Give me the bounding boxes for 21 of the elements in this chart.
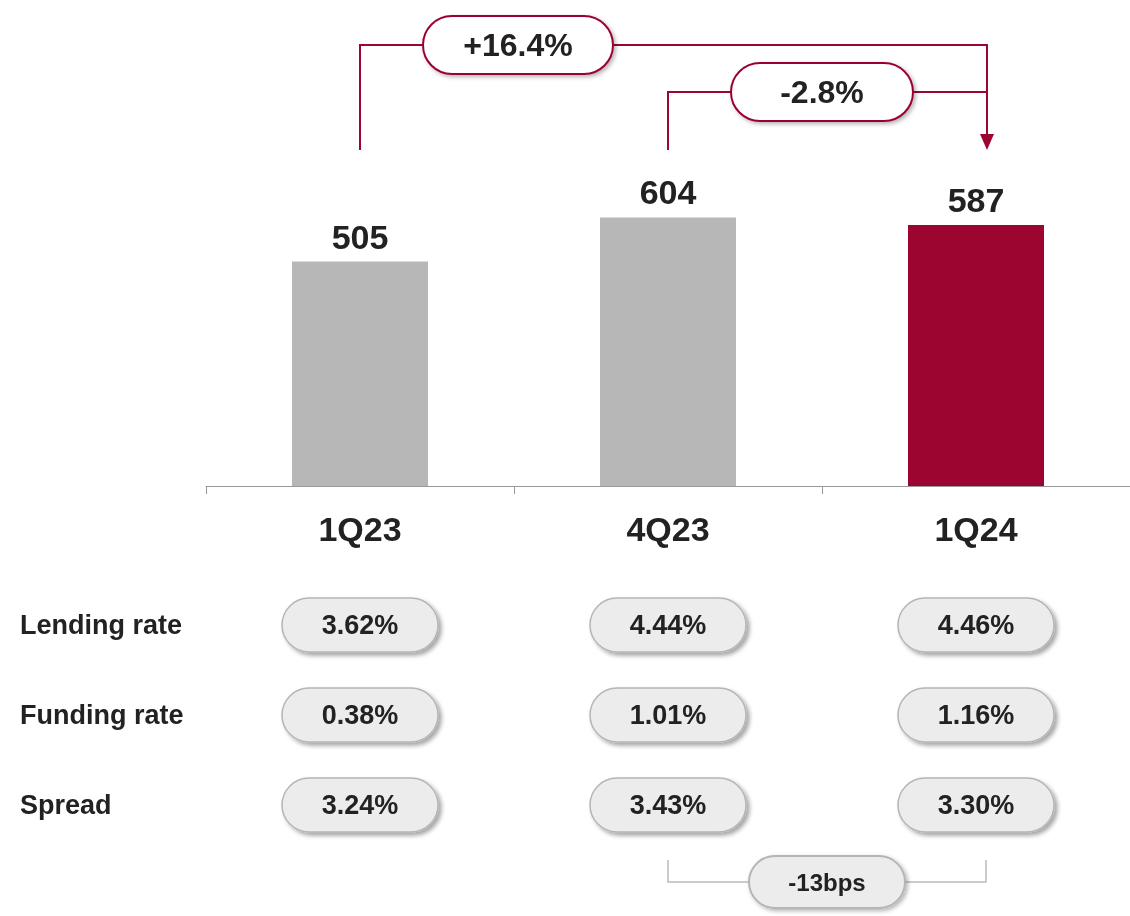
data-label: 1.16% (937, 700, 1015, 730)
data-label: 587 (947, 181, 1005, 220)
text: +16.4% (463, 27, 573, 63)
y-tick-label: Lending rate (20, 610, 183, 640)
text: -2.8% (780, 74, 864, 110)
data-label: 0.38% (321, 700, 399, 730)
data-label: 3.62% (321, 610, 399, 640)
data-label: 1.01% (629, 700, 707, 730)
data-label: 4.46% (937, 610, 1015, 640)
data-label: 505 (331, 217, 389, 256)
data-label: 4.44% (629, 610, 707, 640)
text: -13bps (788, 868, 866, 896)
data-label: 604 (639, 173, 697, 212)
data-label: 3.43% (629, 790, 707, 820)
y-tick-label: Spread (20, 790, 112, 820)
y-tick-label: Funding rate (20, 700, 184, 730)
x-tick-label: 4Q23 (626, 510, 710, 548)
x-tick-label: 1Q23 (318, 510, 402, 548)
x-tick-label: 1Q24 (934, 510, 1018, 548)
data-label: 3.30% (937, 790, 1015, 820)
data-label: 3.24% (321, 790, 399, 820)
